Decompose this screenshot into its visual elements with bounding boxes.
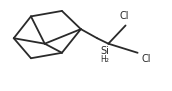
Text: Cl: Cl — [119, 11, 129, 21]
Text: Cl: Cl — [141, 54, 151, 64]
Text: Si: Si — [101, 46, 110, 56]
Text: H₂: H₂ — [101, 55, 110, 64]
